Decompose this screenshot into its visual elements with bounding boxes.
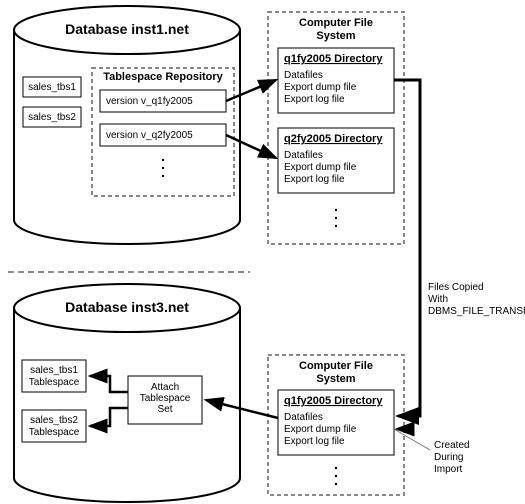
cfs-bottom: Computer File System q1fy2005 Directory … — [268, 355, 404, 495]
q1-dir-name: q1fy2005 Directory — [284, 53, 383, 65]
version-q1: version v_q1fy2005 — [106, 96, 193, 107]
created-l3: Import — [434, 464, 463, 475]
attach-l1: Attach — [151, 382, 179, 393]
sales-tbs2-label: sales_tbs2 — [28, 112, 76, 123]
q1b-item1: Export dump file — [284, 424, 357, 435]
cfs-top-title-1: Computer File — [299, 17, 373, 29]
q2-item2: Export log file — [284, 174, 345, 185]
db3-title: Database inst3.net — [65, 299, 189, 315]
sales-tbs2-ts: sales_tbs2 Tablespace — [22, 410, 86, 442]
arrow-attach-ts1 — [90, 376, 128, 392]
copy-l2: With — [428, 294, 448, 305]
attach-l3: Set — [157, 404, 172, 415]
cfs-bot-title-2: System — [316, 373, 355, 385]
ts1-l2: Tablespace — [29, 377, 80, 388]
q1fy2005-dir-bottom: q1fy2005 Directory Datafiles Export dump… — [278, 390, 394, 455]
ts2-l1: sales_tbs2 — [30, 415, 78, 426]
attach-tablespace-set: Attach Tablespace Set — [128, 376, 202, 424]
q1-item2: Export log file — [284, 94, 345, 105]
sales-tbs1-ts: sales_tbs1 Tablespace — [22, 360, 86, 392]
arrow-attach-ts2 — [90, 408, 128, 426]
q1b-item2: Export log file — [284, 436, 345, 447]
q1fy2005-dir-top: q1fy2005 Directory Datafiles Export dump… — [278, 48, 394, 113]
sales-tbs2-box: sales_tbs2 — [23, 107, 81, 127]
annotation-copy: Files Copied With DBMS_FILE_TRANSFER — [428, 282, 525, 317]
q1b-dir-name: q1fy2005 Directory — [284, 395, 383, 407]
annotation-created: Created During Import — [394, 429, 470, 475]
tablespace-repository: Tablespace Repository version v_q1fy2005… — [92, 68, 234, 196]
q1b-item0: Datafiles — [284, 412, 323, 423]
created-l1: Created — [434, 440, 470, 451]
created-l2: During — [434, 452, 463, 463]
db1-title: Database inst1.net — [65, 21, 189, 37]
q2-item1: Export dump file — [284, 162, 357, 173]
q1-item0: Datafiles — [284, 70, 323, 81]
q2-item0: Datafiles — [284, 150, 323, 161]
repo-title: Tablespace Repository — [103, 71, 223, 83]
ts2-l2: Tablespace — [29, 427, 80, 438]
copy-l3: DBMS_FILE_TRANSFER — [428, 306, 525, 317]
q1-item1: Export dump file — [284, 82, 357, 93]
sales-tbs1-box: sales_tbs1 — [23, 77, 81, 97]
copy-l1: Files Copied — [428, 282, 484, 293]
sales-tbs1-label: sales_tbs1 — [28, 82, 76, 93]
ts1-l1: sales_tbs1 — [30, 365, 78, 376]
q2-dir-name: q2fy2005 Directory — [284, 133, 383, 145]
version-q2: version v_q2fy2005 — [106, 130, 193, 141]
cfs-top-title-2: System — [316, 30, 355, 42]
arrow-files-copied — [394, 80, 420, 416]
cfs-bot-title-1: Computer File — [299, 360, 373, 372]
attach-l2: Tablespace — [140, 393, 191, 404]
cfs-top: Computer File System q1fy2005 Directory … — [268, 12, 404, 244]
q2fy2005-dir-top: q2fy2005 Directory Datafiles Export dump… — [278, 128, 394, 193]
